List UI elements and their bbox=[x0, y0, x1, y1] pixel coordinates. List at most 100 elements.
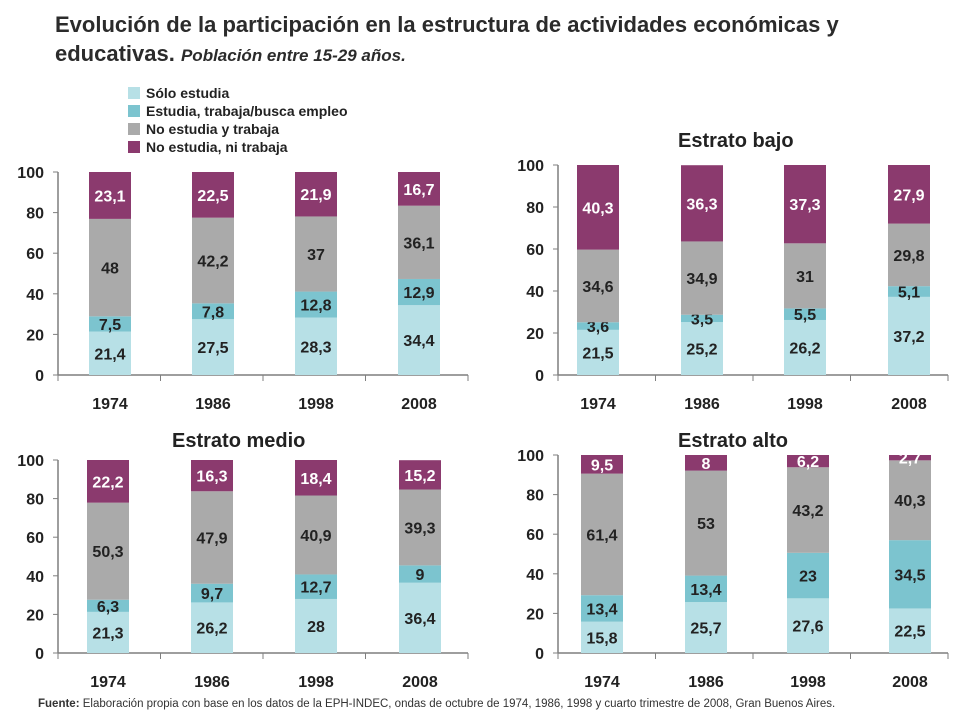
title-main: Evolución de la participación en la estr… bbox=[55, 12, 839, 66]
panel-title-estrato-medio: Estrato medio bbox=[172, 430, 306, 452]
bar-segment-no_estudia_ni_trabaja bbox=[87, 460, 129, 503]
bar-segment-no_estudia_trabaja bbox=[581, 473, 623, 596]
bar-segment-no_estudia_trabaja bbox=[295, 216, 337, 292]
bar-segment-no_estudia_trabaja bbox=[87, 502, 129, 600]
bar-segment-no_estudia_trabaja bbox=[787, 467, 829, 553]
y-tick-label: 80 bbox=[26, 206, 44, 223]
bar-segment-estudia_trabaja bbox=[787, 552, 829, 599]
data-label: 12,9 bbox=[403, 285, 434, 302]
bar-segment-estudia_trabaja bbox=[295, 291, 337, 318]
data-label: 36,4 bbox=[404, 611, 435, 628]
data-label: 27,5 bbox=[197, 340, 228, 357]
bar-segment-no_estudia_ni_trabaja bbox=[787, 455, 829, 468]
legend-item-estudia-trabaja: Estudia, trabaja/busca empleo bbox=[128, 102, 348, 120]
x-tick-label: 1974 bbox=[92, 396, 128, 413]
legend-item-no-estudia-trabaja: No estudia y trabaja bbox=[128, 120, 348, 138]
data-label: 22,5 bbox=[197, 188, 228, 205]
bar-segment-solo_estudia bbox=[581, 621, 623, 653]
data-label: 40,3 bbox=[582, 200, 613, 217]
bar-segment-solo_estudia bbox=[685, 602, 727, 653]
data-label: 13,4 bbox=[690, 582, 721, 599]
x-tick-label: 1998 bbox=[787, 396, 823, 413]
data-label: 22,2 bbox=[92, 474, 123, 491]
legend-label: No estudia y trabaja bbox=[146, 121, 280, 137]
x-tick-label: 1986 bbox=[194, 674, 230, 691]
data-label: 12,7 bbox=[300, 580, 331, 597]
data-label: 34,4 bbox=[403, 333, 434, 350]
data-label: 37,2 bbox=[893, 329, 924, 346]
y-tick-label: 40 bbox=[526, 284, 544, 301]
source-note: Fuente: Elaboración propia con base en l… bbox=[38, 698, 938, 710]
bar-segment-solo_estudia bbox=[888, 296, 930, 375]
bar-segment-solo_estudia bbox=[577, 329, 619, 375]
y-tick-label: 100 bbox=[17, 165, 44, 182]
x-tick-label: 1986 bbox=[688, 674, 724, 691]
bar-segment-estudia_trabaja bbox=[398, 278, 440, 306]
page-title: Evolución de la participación en la estr… bbox=[55, 10, 935, 70]
y-tick-label: 40 bbox=[26, 569, 44, 586]
data-label: 47,9 bbox=[196, 530, 227, 547]
chart-panel-total: 0 20 40 60 80 100 21,4 7,5 48 23,1 1974 27,5 7,8 42,2… bbox=[0, 160, 470, 420]
legend-label: Estudia, trabaja/busca empleo bbox=[146, 103, 348, 119]
data-label: 26,2 bbox=[789, 340, 820, 357]
data-label: 29,8 bbox=[893, 248, 924, 265]
data-label: 28 bbox=[307, 619, 325, 636]
data-label: 9,7 bbox=[201, 586, 223, 603]
y-tick-label: 80 bbox=[26, 492, 44, 509]
y-tick-label: 100 bbox=[517, 158, 544, 175]
data-label: 22,5 bbox=[894, 624, 925, 641]
chart-total: 0 20 40 60 80 100 21,4 7,5 48 23,1 1974 27,5 7,8 42,2… bbox=[17, 165, 469, 413]
y-tick-label: 0 bbox=[535, 646, 544, 663]
bar-segment-solo_estudia bbox=[681, 322, 723, 375]
data-label: 21,5 bbox=[582, 345, 613, 362]
bar-segment-estudia_trabaja bbox=[399, 565, 441, 583]
panel-title-estrato-alto: Estrato alto bbox=[678, 430, 789, 452]
chart-estrato-alto: 0 20 40 60 80 100 15,8 13,4 61,4 9,5 1974 25,7 13,4 5… bbox=[517, 448, 949, 691]
data-label: 27,9 bbox=[893, 187, 924, 204]
x-tick-label: 2008 bbox=[402, 674, 438, 691]
data-label: 21,9 bbox=[300, 187, 331, 204]
data-label: 36,3 bbox=[686, 196, 717, 213]
data-label: 48 bbox=[101, 261, 119, 278]
bar-segment-solo_estudia bbox=[889, 608, 931, 653]
x-tick-label: 1998 bbox=[298, 396, 334, 413]
data-label: 40,9 bbox=[300, 528, 331, 545]
data-label: 34,5 bbox=[894, 567, 925, 584]
bar-segment-no_estudia_trabaja bbox=[681, 241, 723, 315]
bar-segment-no_estudia_ni_trabaja bbox=[398, 172, 440, 206]
panel-title-estrato-bajo: Estrato bajo bbox=[678, 130, 794, 152]
legend-label: No estudia, ni trabaja bbox=[146, 139, 288, 155]
bar-segment-no_estudia_ni_trabaja bbox=[685, 455, 727, 471]
legend-swatch bbox=[128, 141, 140, 153]
data-label: 37 bbox=[307, 247, 325, 264]
y-tick-label: 80 bbox=[526, 488, 544, 505]
bar-segment-solo_estudia bbox=[192, 319, 234, 375]
data-label: 25,2 bbox=[686, 342, 717, 359]
bar-segment-no_estudia_ni_trabaja bbox=[295, 172, 337, 217]
data-label: 50,3 bbox=[92, 544, 123, 561]
bar-segment-no_estudia_trabaja bbox=[888, 223, 930, 287]
data-label: 6,3 bbox=[97, 599, 119, 616]
legend-item-no-estudia-ni-trabaja: No estudia, ni trabaja bbox=[128, 138, 348, 156]
bar-segment-no_estudia_trabaja bbox=[399, 489, 441, 566]
data-label: 2,7 bbox=[899, 451, 921, 468]
bar-segment-solo_estudia bbox=[398, 305, 440, 375]
y-tick-label: 20 bbox=[26, 327, 44, 344]
bar-segment-no_estudia_trabaja bbox=[398, 205, 440, 279]
y-tick-label: 60 bbox=[26, 530, 44, 547]
bar-segment-solo_estudia bbox=[87, 611, 129, 653]
y-tick-label: 20 bbox=[26, 607, 44, 624]
data-label: 23 bbox=[799, 569, 817, 586]
data-label: 37,3 bbox=[789, 197, 820, 214]
y-tick-label: 60 bbox=[526, 527, 544, 544]
y-tick-label: 60 bbox=[526, 242, 544, 259]
y-tick-label: 60 bbox=[26, 246, 44, 263]
x-tick-label: 1998 bbox=[298, 674, 334, 691]
bar-segment-no_estudia_ni_trabaja bbox=[191, 460, 233, 492]
bar-segment-estudia_trabaja bbox=[685, 575, 727, 603]
x-tick-label: 1974 bbox=[90, 674, 126, 691]
x-tick-label: 1986 bbox=[195, 396, 231, 413]
data-label: 3,5 bbox=[691, 311, 713, 328]
data-label: 21,3 bbox=[92, 625, 123, 642]
y-tick-label: 0 bbox=[35, 368, 44, 385]
